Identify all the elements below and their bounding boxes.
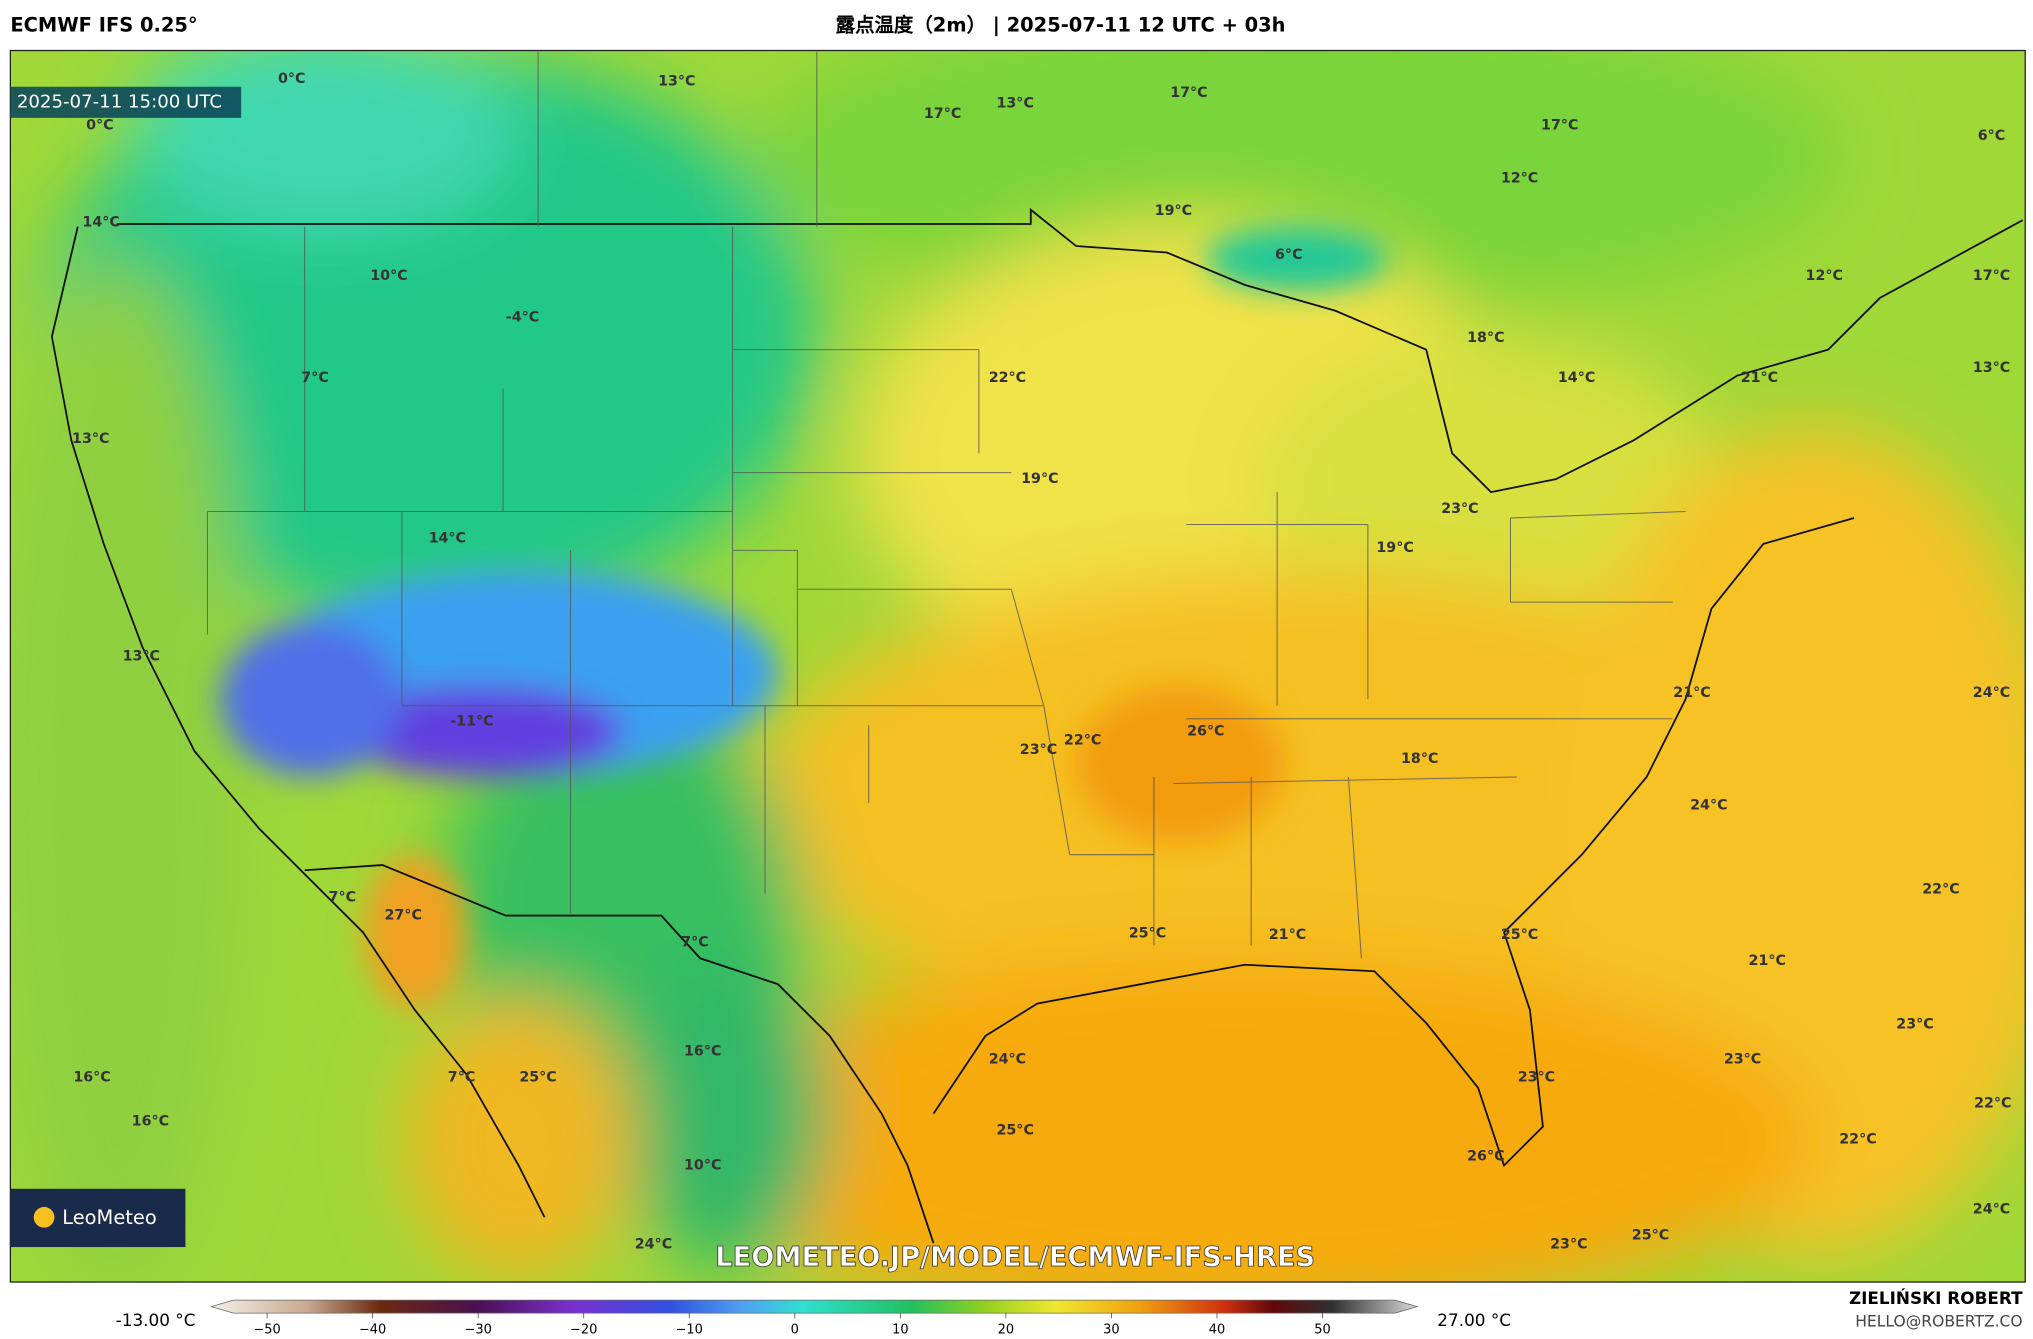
temperature-label: 13°C <box>123 649 160 665</box>
colorbar-tick-label: 10 <box>892 1322 908 1337</box>
temperature-label: 12°C <box>1806 268 1843 284</box>
temperature-label: 0°C <box>86 118 114 134</box>
temperature-label: 24°C <box>989 1051 1026 1067</box>
temperature-label: -11°C <box>450 713 493 729</box>
temperature-label: 7°C <box>681 935 709 951</box>
temperature-label: 18°C <box>1467 330 1504 346</box>
temperature-label: 17°C <box>924 106 961 122</box>
temperature-label: 22°C <box>1974 1095 2011 1111</box>
colorbar-max: 27.00 °C <box>1437 1310 1511 1330</box>
colorbar <box>209 1299 1419 1314</box>
watermark: LEOMETEO.JP/MODEL/ECMWF-IFS-HRES <box>715 1242 1315 1273</box>
temperature-label: 17°C <box>1973 268 2010 284</box>
temperature-label: 25°C <box>1129 926 1166 942</box>
temperature-label: 24°C <box>635 1236 672 1252</box>
temperature-label: 7°C <box>329 889 357 905</box>
temperature-label: 7°C <box>448 1069 476 1085</box>
temperature-label: 16°C <box>684 1044 721 1060</box>
temperature-label: 6°C <box>1978 128 2006 144</box>
colorbar-min: -13.00 °C <box>116 1310 196 1330</box>
temperature-label: 13°C <box>72 431 109 447</box>
temperature-label: 23°C <box>1020 742 1057 758</box>
colorbar-tick-label: −30 <box>465 1322 492 1337</box>
temperature-label: 18°C <box>1401 751 1438 767</box>
temperature-label: 14°C <box>82 215 119 231</box>
temperature-label: 21°C <box>1673 685 1710 701</box>
temperature-label: 21°C <box>1748 953 1785 969</box>
temperature-label: 23°C <box>1550 1236 1587 1252</box>
temperature-label: 21°C <box>1269 927 1306 943</box>
temperature-label: 25°C <box>519 1069 556 1085</box>
temperature-label: 22°C <box>1064 733 1101 749</box>
temperature-label: 25°C <box>996 1123 1033 1139</box>
temperature-label: 22°C <box>1922 882 1959 898</box>
map-title: 露点温度（2m） | 2025-07-11 12 UTC + 03h <box>836 13 1286 36</box>
logo-sun <box>33 1206 55 1228</box>
model-name: ECMWF IFS 0.25° <box>10 13 197 36</box>
temperature-label: 23°C <box>1518 1069 1555 1085</box>
colorbar-tick-label: −40 <box>359 1322 386 1337</box>
temperature-label: 17°C <box>1541 118 1578 134</box>
temperature-label: 13°C <box>1973 360 2010 376</box>
temperature-label: 14°C <box>429 531 466 547</box>
colorbar-tick-label: −20 <box>570 1322 597 1337</box>
author: ZIELIŃSKI ROBERT <box>1849 1287 2023 1308</box>
temperature-label: 23°C <box>1724 1051 1761 1067</box>
temperature-label: 13°C <box>658 74 695 90</box>
colorbar-tick-label: −10 <box>676 1322 703 1337</box>
temperature-label: 26°C <box>1467 1148 1504 1164</box>
temperature-label: 25°C <box>1501 927 1538 943</box>
temperature-label: 12°C <box>1501 171 1538 187</box>
temperature-label: 25°C <box>1632 1227 1669 1243</box>
temperature-label: 24°C <box>1973 1202 2010 1218</box>
time-box <box>10 86 242 118</box>
temperature-label: 16°C <box>132 1113 169 1129</box>
temperature-label: 0°C <box>278 71 306 87</box>
temperature-label: 13°C <box>996 96 1033 112</box>
temperature-label: 7°C <box>301 370 329 386</box>
colorbar-tick-label: 50 <box>1314 1322 1330 1337</box>
temperature-label: 6°C <box>1275 247 1303 263</box>
colorbar-tick-label: 0 <box>791 1322 799 1337</box>
temperature-label: 10°C <box>370 268 407 284</box>
temperature-label: 23°C <box>1441 501 1478 517</box>
colorbar-tick-label: −50 <box>253 1322 280 1337</box>
colorbar-tick-label: 30 <box>1103 1322 1119 1337</box>
colorbar-tick-label: 40 <box>1209 1322 1225 1337</box>
temperature-label: 24°C <box>1690 797 1727 813</box>
temperature-label: -4°C <box>506 309 539 325</box>
logo: LeoMeteo <box>62 1206 157 1229</box>
temperature-label: 21°C <box>1741 370 1778 386</box>
temperature-label: 19°C <box>1155 203 1192 219</box>
temperature-label: 24°C <box>1973 685 2010 701</box>
map-frame <box>9 49 2026 1283</box>
valid-time: 2025-07-11 15:00 UTC <box>17 91 222 112</box>
temperature-label: 23°C <box>1896 1016 1933 1032</box>
colorbar-tick-label: 20 <box>998 1322 1014 1337</box>
temperature-label: 27°C <box>385 908 422 924</box>
temperature-label: 10°C <box>684 1157 721 1173</box>
temperature-label: 19°C <box>1376 540 1413 556</box>
temperature-label: 26°C <box>1187 724 1224 740</box>
temperature-label: 19°C <box>1021 471 1058 487</box>
temperature-label: 22°C <box>989 370 1026 386</box>
temperature-label: 17°C <box>1170 85 1207 101</box>
email: HELLO@ROBERTZ.CO <box>1855 1313 2022 1331</box>
temperature-label: 22°C <box>1839 1132 1876 1148</box>
temperature-label: 16°C <box>73 1069 110 1085</box>
temperature-label: 14°C <box>1558 370 1595 386</box>
